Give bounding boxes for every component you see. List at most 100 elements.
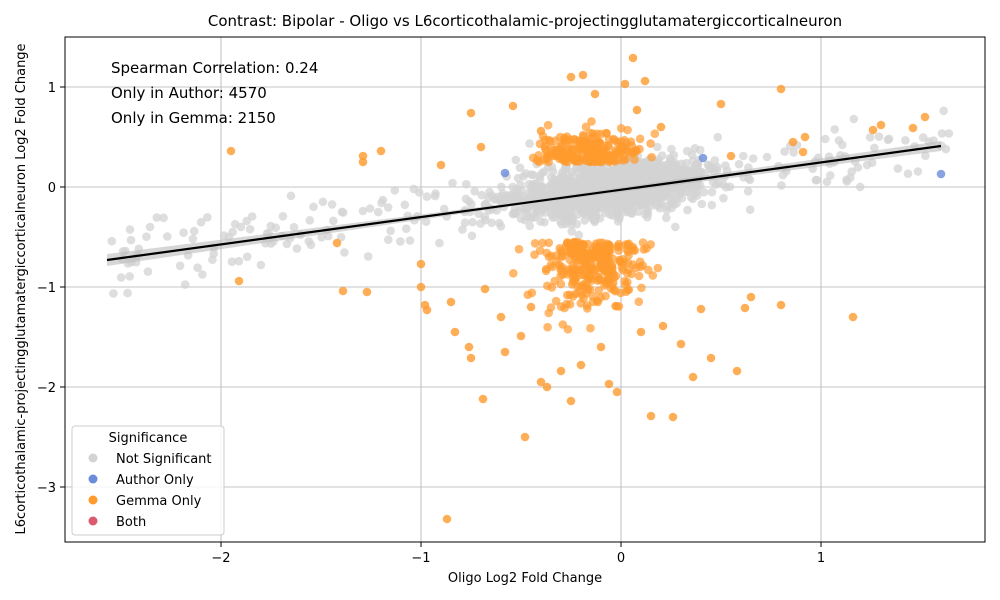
gemma-only-point <box>566 141 576 150</box>
not-significant-point <box>721 182 731 192</box>
gemma-only-point <box>620 79 630 89</box>
not-significant-point <box>203 213 212 222</box>
not-significant-point <box>511 155 521 165</box>
not-significant-point <box>458 225 467 234</box>
not-significant-point <box>937 129 947 138</box>
not-significant-point <box>721 161 730 170</box>
not-significant-point <box>545 181 554 191</box>
gemma-only-point <box>630 148 639 157</box>
not-significant-point <box>683 205 692 215</box>
not-significant-point <box>477 190 487 200</box>
not-significant-point <box>467 231 477 241</box>
not-significant-point <box>492 192 502 202</box>
gemma-only-point <box>542 382 552 392</box>
not-significant-point <box>688 156 697 166</box>
gemma-only-point <box>587 139 597 149</box>
not-significant-point <box>548 213 557 222</box>
not-significant-point <box>789 148 798 157</box>
not-significant-point <box>430 191 440 201</box>
not-significant-point <box>666 156 675 165</box>
not-significant-point <box>575 174 584 184</box>
not-significant-point <box>593 205 602 214</box>
not-significant-point <box>707 200 717 210</box>
gemma-only-point <box>416 282 426 292</box>
not-significant-point <box>662 213 671 223</box>
gemma-only-point <box>556 366 566 376</box>
not-significant-point <box>159 213 168 223</box>
not-significant-point <box>540 217 549 227</box>
not-significant-point <box>662 188 671 197</box>
gemma-only-point <box>450 327 460 337</box>
gemma-only-point <box>234 276 244 286</box>
gemma-only-point <box>623 285 633 295</box>
gemma-only-point <box>565 300 575 309</box>
gemma-only-point <box>526 302 536 312</box>
gemma-only-point <box>776 300 786 310</box>
gemma-only-point <box>716 99 726 109</box>
not-significant-point <box>606 197 616 207</box>
gemma-only-point <box>706 353 716 363</box>
not-significant-point <box>109 289 118 298</box>
not-significant-point <box>435 238 444 248</box>
gemma-only-point <box>587 117 596 126</box>
not-significant-point <box>421 217 431 226</box>
gemma-only-point <box>226 146 236 156</box>
gemma-only-point <box>740 303 750 313</box>
not-significant-point <box>163 232 172 241</box>
gemma-only-point <box>656 122 666 132</box>
gemma-only-point <box>594 253 603 262</box>
gemma-only-point <box>538 238 547 248</box>
not-significant-point <box>567 220 576 229</box>
author-only-point <box>936 169 946 179</box>
not-significant-point <box>712 162 722 172</box>
gemma-only-point <box>639 245 649 254</box>
not-significant-point <box>329 216 338 226</box>
not-significant-point <box>497 182 506 192</box>
gemma-only-point <box>570 156 580 166</box>
gemma-only-point <box>601 278 611 287</box>
not-significant-point <box>596 193 606 202</box>
gemma-only-point <box>555 132 565 142</box>
not-significant-point <box>396 237 405 246</box>
not-significant-point <box>699 187 709 197</box>
not-significant-point <box>266 221 276 231</box>
gemma-only-point <box>632 105 642 115</box>
gemma-only-point <box>623 247 633 256</box>
gemma-only-point <box>614 302 624 311</box>
not-significant-point <box>719 193 728 203</box>
gemma-only-point <box>594 286 603 295</box>
gemma-only-point <box>621 155 630 164</box>
gemma-only-point <box>514 244 524 254</box>
spearman-correlation-text: Spearman Correlation: 0.24 <box>111 59 318 77</box>
y-axis-label: L6corticothalamic-projectingglutamatergi… <box>14 43 29 534</box>
gemma-only-point <box>658 321 668 331</box>
not-significant-point <box>516 214 526 223</box>
gemma-only-point <box>551 296 561 306</box>
gemma-only-point <box>530 239 540 248</box>
gemma-only-point <box>362 287 372 297</box>
not-significant-point <box>510 208 520 218</box>
gemma-only-point <box>558 251 567 260</box>
gemma-only-point <box>578 239 588 249</box>
gemma-only-point <box>536 126 546 136</box>
not-significant-point <box>574 230 584 240</box>
not-significant-point <box>703 160 713 170</box>
gemma-only-point <box>868 125 878 135</box>
not-significant-point <box>901 136 910 145</box>
not-significant-point <box>278 212 288 221</box>
not-significant-point <box>390 186 400 195</box>
not-significant-point <box>245 224 255 234</box>
gemma-only-point <box>776 84 786 94</box>
not-significant-point <box>448 178 457 188</box>
not-significant-point <box>116 273 126 282</box>
not-significant-point <box>574 202 583 211</box>
not-significant-point <box>643 212 652 222</box>
not-significant-point <box>209 249 218 258</box>
gemma-only-point <box>563 238 572 247</box>
legend-marker-both <box>88 516 98 526</box>
gemma-only-point <box>746 292 756 302</box>
gemma-only-point <box>646 240 655 249</box>
gemma-only-point <box>338 286 348 296</box>
gemma-only-point <box>480 284 490 294</box>
gemma-only-point <box>571 289 580 299</box>
